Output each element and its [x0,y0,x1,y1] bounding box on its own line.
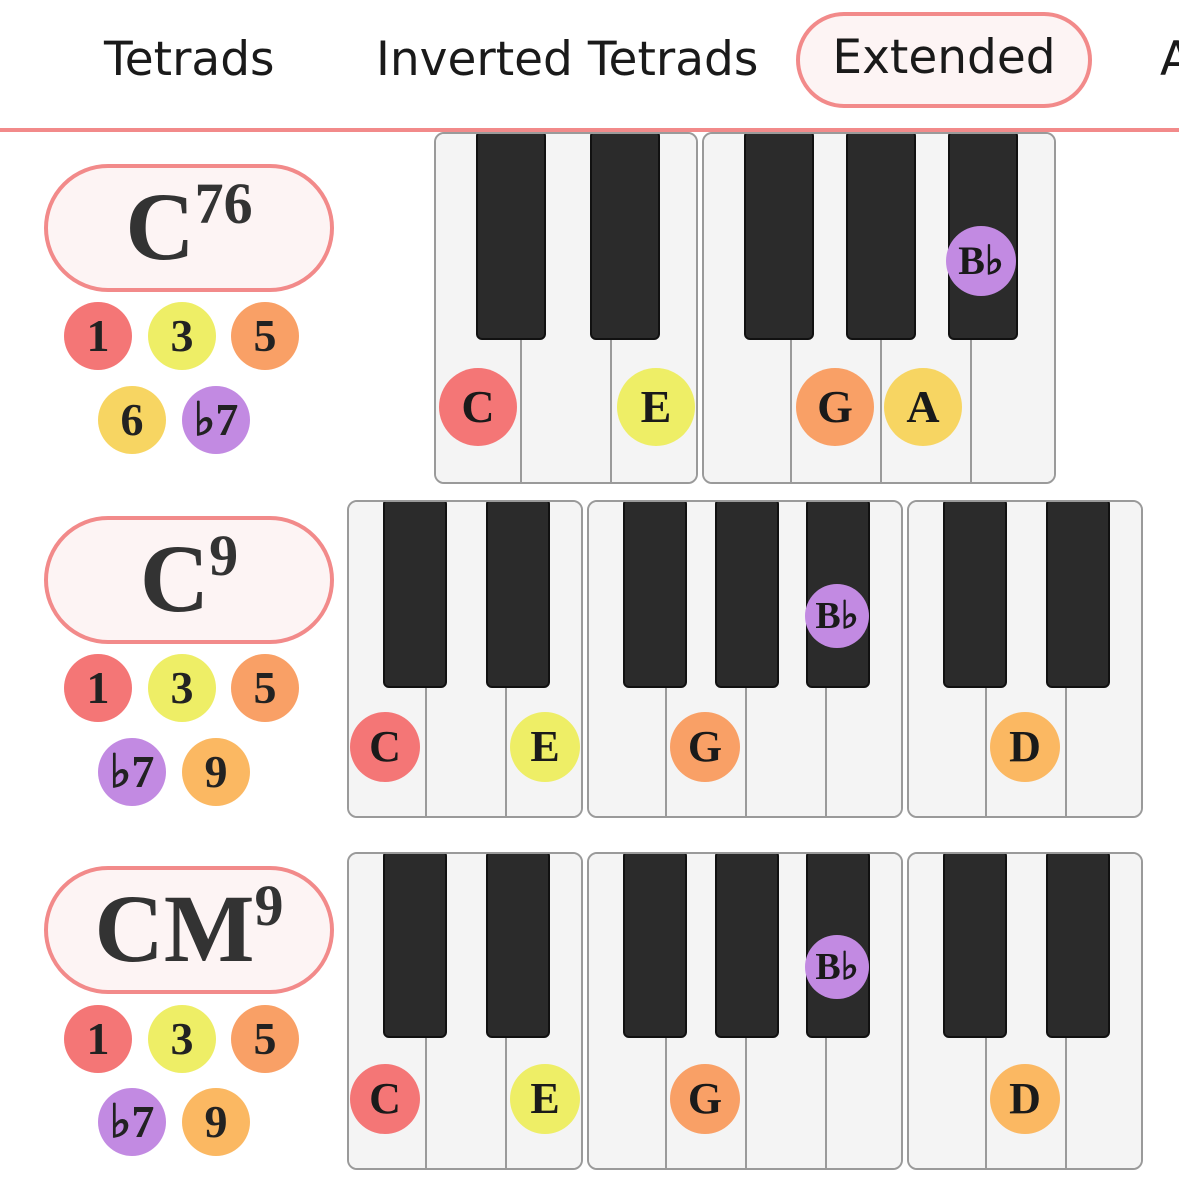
keyboard-octave [907,500,1143,818]
degree-badge: 3 [148,654,216,722]
degree-badge: 6 [98,386,166,454]
note-marker: E [617,368,695,446]
keyboard-octave [702,132,1056,484]
degree-badge: ♭7 [182,386,250,454]
degree-badge: 3 [148,1005,216,1073]
chord-root: CM [94,875,255,982]
black-key[interactable] [943,854,1007,1038]
black-key[interactable] [476,134,546,340]
keyboard-octave [347,852,583,1170]
chord-name-button[interactable]: C9 [44,516,334,644]
tab-inverted-tetrads[interactable]: Inverted Tetrads [376,32,759,87]
note-marker: B♭ [946,226,1016,296]
note-marker: A [884,368,962,446]
note-marker: G [670,1064,740,1134]
chord-suffix: 9 [254,873,284,938]
keyboard-octave [587,500,903,818]
degree-badge: 3 [148,302,216,370]
black-key[interactable] [383,502,447,688]
black-key[interactable] [943,502,1007,688]
black-key[interactable] [1046,502,1110,688]
black-key[interactable] [590,134,660,340]
note-marker: B♭ [805,584,869,648]
degree-badge: 5 [231,1005,299,1073]
chord-suffix: 76 [194,171,253,236]
tab-bar: Tetrads Inverted Tetrads Extended A [0,0,1179,132]
black-key[interactable] [383,854,447,1038]
note-marker: E [510,1064,580,1134]
black-key[interactable] [715,502,779,688]
black-key[interactable] [623,854,687,1038]
chord-name-button[interactable]: C76 [44,164,334,292]
note-marker: D [990,712,1060,782]
black-key[interactable] [486,854,550,1038]
black-key[interactable] [744,134,814,340]
black-key[interactable] [486,502,550,688]
note-marker: G [670,712,740,782]
degree-badge: 9 [182,1088,250,1156]
degree-badge: 5 [231,302,299,370]
note-marker: C [350,712,420,782]
keyboard-octave [907,852,1143,1170]
degree-badge: 5 [231,654,299,722]
note-marker: G [796,368,874,446]
note-marker: E [510,712,580,782]
degree-badge: ♭7 [98,738,166,806]
degree-badge: 9 [182,738,250,806]
chord-root: C [125,173,195,280]
keyboard-octave [587,852,903,1170]
degree-badge: 1 [64,654,132,722]
degree-badge: ♭7 [98,1088,166,1156]
black-key[interactable] [623,502,687,688]
tab-tetrads[interactable]: Tetrads [104,32,275,87]
tab-next-partial[interactable]: A [1160,32,1179,87]
note-marker: B♭ [805,935,869,999]
black-key[interactable] [1046,854,1110,1038]
keyboard-octave [434,132,698,484]
chord-suffix: 9 [209,523,239,588]
note-marker: C [350,1064,420,1134]
black-key[interactable] [846,134,916,340]
note-marker: D [990,1064,1060,1134]
tab-extended[interactable]: Extended [796,12,1092,108]
degree-badge: 1 [64,1005,132,1073]
black-key[interactable] [715,854,779,1038]
note-marker: C [439,368,517,446]
chord-root: C [139,525,210,632]
chord-name-button[interactable]: CM9 [44,866,334,994]
degree-badge: 1 [64,302,132,370]
